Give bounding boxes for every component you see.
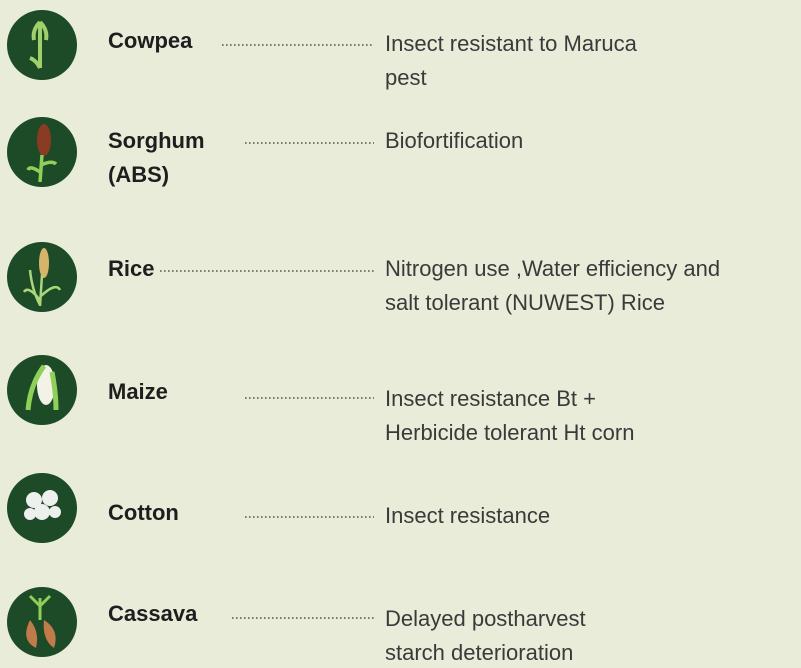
cassava-icon bbox=[7, 587, 77, 657]
crop-name: Rice bbox=[108, 256, 154, 281]
sorghum-stem bbox=[26, 154, 58, 183]
trait-description: Biofortification bbox=[385, 128, 523, 153]
trait-description: Herbicide tolerant Ht corn bbox=[385, 420, 634, 445]
crop-name: (ABS) bbox=[108, 162, 169, 187]
crop-name: Maize bbox=[108, 379, 168, 404]
crop-name: Cowpea bbox=[108, 28, 193, 53]
cowpea-plant bbox=[29, 20, 49, 69]
crop-name: Cassava bbox=[108, 601, 198, 626]
crop-name: Cotton bbox=[108, 500, 179, 525]
icons bbox=[7, 10, 77, 657]
cotton-bolls bbox=[24, 490, 61, 520]
cassava-roots bbox=[26, 620, 56, 648]
trait-description: Nitrogen use ,Water efficiency and bbox=[385, 256, 720, 281]
cassava-leaves bbox=[28, 594, 52, 620]
sorghum-head bbox=[37, 124, 51, 156]
trait-description: Insect resistance Bt + bbox=[385, 386, 596, 411]
trait-description: pest bbox=[385, 65, 427, 90]
rice-leaves bbox=[22, 269, 62, 307]
trait-description: Delayed postharvest bbox=[385, 606, 586, 631]
trait-description: starch deterioration bbox=[385, 640, 573, 665]
rice-grain bbox=[39, 248, 49, 278]
trait-description: salt tolerant (NUWEST) Rice bbox=[385, 290, 665, 315]
maize-husk bbox=[25, 364, 59, 411]
trait-description: Insect resistance bbox=[385, 503, 550, 528]
trait-description: Insect resistant to Maruca bbox=[385, 31, 638, 56]
crop-name: Sorghum bbox=[108, 128, 205, 153]
